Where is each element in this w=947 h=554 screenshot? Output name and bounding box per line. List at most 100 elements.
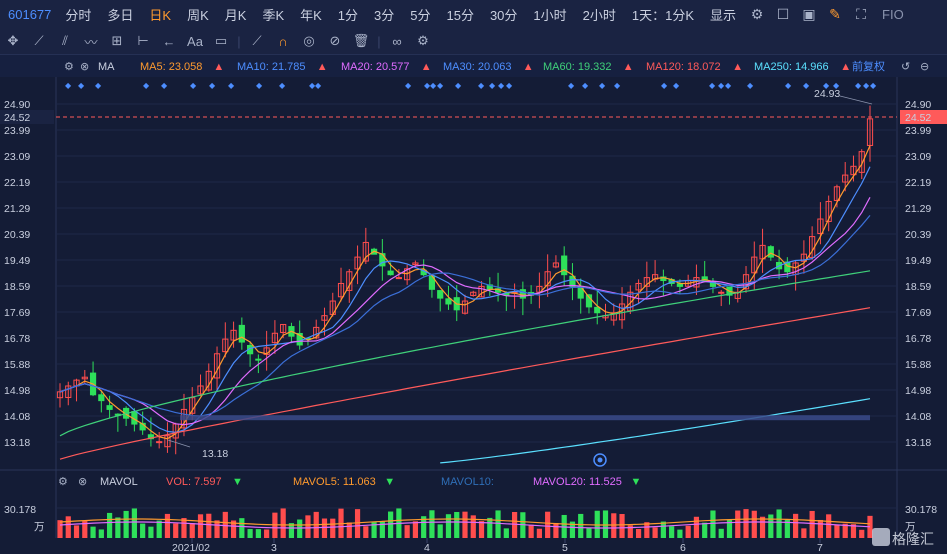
stock-code[interactable]: 601677 xyxy=(8,6,52,22)
event-marker-icon: ◆ xyxy=(673,81,680,90)
magnet-icon[interactable]: ∩ xyxy=(278,33,288,49)
link-icon[interactable]: ∞ xyxy=(392,33,402,49)
period-tab[interactable]: 30分 xyxy=(489,7,518,23)
period-tab[interactable]: 1天：1分K xyxy=(631,7,695,23)
price-tick-left: 18.59 xyxy=(4,281,30,293)
candle-body xyxy=(858,151,865,173)
volume-bar xyxy=(388,511,394,538)
candle-body xyxy=(197,385,204,395)
period-tab[interactable]: 分时 xyxy=(65,7,92,23)
volume-bar xyxy=(305,515,311,538)
volume-bar xyxy=(553,522,559,538)
support-band xyxy=(180,415,870,421)
event-marker-icon: ◆ xyxy=(78,81,85,90)
ma5-line xyxy=(59,145,871,440)
event-marker-icon: ◆ xyxy=(143,81,150,90)
volume-bar xyxy=(412,521,419,538)
candle-body xyxy=(395,277,402,280)
event-marker-icon: ◆ xyxy=(614,81,621,90)
period-tabs: 分时 多日 日K 周K 月K 季K 年K 1分 3分 5分 15分 30分 1小时 2小时 1天：1分K xyxy=(57,5,702,24)
volume-bar xyxy=(495,510,501,538)
period-tab[interactable]: 月K xyxy=(224,7,247,23)
period-tab[interactable]: 日K xyxy=(149,7,172,23)
fio-label[interactable]: FIO xyxy=(882,6,904,22)
volume-bar xyxy=(594,510,600,538)
volume-bar xyxy=(173,523,179,538)
event-marker-icon: ◆ xyxy=(279,81,286,90)
fib-tool-icon[interactable]: ⊞ xyxy=(111,33,123,48)
candle-body xyxy=(56,391,64,399)
period-tab[interactable]: 周K xyxy=(187,7,209,23)
wave-tool-icon[interactable]: 〰 xyxy=(84,34,98,50)
period-tab[interactable]: 1小时 xyxy=(533,7,567,23)
ma-legend-item: MA5: 23.058 xyxy=(140,61,202,73)
price-tick-right: 15.88 xyxy=(905,359,931,371)
down-arrow-icon: ▼ xyxy=(631,476,642,488)
settings-icon[interactable]: ⚙ xyxy=(750,5,764,22)
volume-bar xyxy=(817,519,824,538)
comment-tool-icon[interactable]: ▭ xyxy=(214,33,228,48)
screenshot-icon[interactable]: ▣ xyxy=(802,5,816,22)
price-tick-left: 16.78 xyxy=(4,333,30,345)
event-marker-icon: ◆ xyxy=(405,81,412,90)
display-button[interactable]: 显示 xyxy=(710,7,737,23)
price-tick-right: 23.99 xyxy=(905,125,931,137)
volume-bar xyxy=(239,518,245,538)
gear-icon[interactable]: ⚙ xyxy=(417,33,429,48)
candle-body xyxy=(106,405,113,410)
candle-body xyxy=(585,294,593,308)
period-tab[interactable]: 季K xyxy=(262,7,285,23)
target-marker-dot xyxy=(597,457,603,463)
x-label: 2021/02 xyxy=(172,542,210,554)
settings-icon: ⚙ xyxy=(64,61,74,73)
period-tab[interactable]: 1分 xyxy=(337,7,359,23)
line-tool-icon[interactable]: ⟋ xyxy=(34,33,44,48)
ma-legend-item: MA120: 18.072 xyxy=(646,61,721,73)
volume-bar xyxy=(784,519,790,538)
ruler-icon[interactable]: ⟋ xyxy=(252,33,262,48)
drawing-toolbar: ✥ ⟋ ⫽ 〰 ⊞ ⊢ ← Aa ▭ | ⟋ ∩ ◎ ⊘ 🗑 | ∞ ⚙ xyxy=(0,28,947,55)
event-marker-icon: ◆ xyxy=(785,81,792,90)
event-marker-icon: ◆ xyxy=(803,81,810,90)
volume-bar xyxy=(718,528,724,538)
volume-bar xyxy=(710,510,716,538)
draw-pen-icon[interactable]: ✎ xyxy=(829,5,841,22)
price-tick-left: 14.08 xyxy=(4,411,30,423)
price-tick-right: 24.90 xyxy=(905,99,931,111)
channel-tool-icon[interactable]: ⫽ xyxy=(62,33,68,48)
trash-icon[interactable]: 🗑 xyxy=(352,33,370,48)
volume-bar xyxy=(834,524,840,538)
volume-bar xyxy=(106,512,113,538)
volume-bar xyxy=(280,508,286,538)
candle-body xyxy=(437,290,444,299)
candle-body xyxy=(561,255,568,276)
arrow-tool-icon[interactable]: ← xyxy=(162,33,176,49)
measure-tool-icon[interactable]: ⊢ xyxy=(137,33,149,48)
period-tab[interactable]: 15分 xyxy=(446,7,474,23)
period-tab[interactable]: 年K xyxy=(300,7,322,23)
volume-bar xyxy=(768,514,774,538)
event-marker-icon: ◆ xyxy=(430,81,437,90)
period-tab[interactable]: 多日 xyxy=(107,7,134,23)
ma250-line xyxy=(440,398,871,464)
vol-unit-right: 万 xyxy=(905,521,916,533)
period-tab[interactable]: 2小时 xyxy=(582,7,616,23)
x-label: 7 xyxy=(817,542,823,554)
separator: | xyxy=(377,33,381,49)
hide-icon[interactable]: ⊘ xyxy=(329,33,341,48)
eye-icon[interactable]: ◎ xyxy=(303,33,315,48)
checkbox-icon[interactable]: ☐ xyxy=(776,5,790,22)
period-tab[interactable]: 3分 xyxy=(374,7,395,23)
text-tool-icon[interactable]: Aa xyxy=(187,33,203,49)
candle-body xyxy=(280,323,287,333)
volume-bar xyxy=(214,520,220,538)
period-tab[interactable]: 5分 xyxy=(410,7,431,23)
volume-bar xyxy=(454,511,460,538)
volume-bar xyxy=(354,509,361,538)
fullscreen-icon[interactable]: ⛶ xyxy=(856,5,866,22)
volume-bar xyxy=(867,515,873,538)
low-label: 13.18 xyxy=(202,448,228,460)
crosshair-icon[interactable]: ✥ xyxy=(7,33,19,48)
price-tick-left: 14.98 xyxy=(4,385,30,397)
